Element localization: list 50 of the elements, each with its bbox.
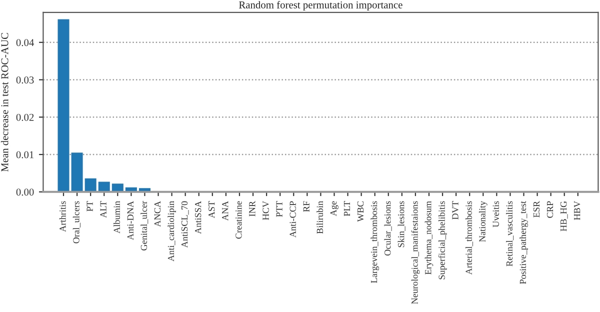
bar (84, 178, 96, 192)
bar (58, 19, 70, 192)
x-tick-label: Anti-DNA (127, 200, 134, 240)
x-tick-label: ALT (100, 201, 106, 218)
x-tick-label: Arterial_thrombosis (465, 201, 473, 275)
x-tick-label: PTT (276, 201, 282, 217)
x-tick-label: Oral_ulcers (72, 201, 80, 244)
y-tick-label: 0.01 (16, 151, 34, 158)
x-tick-label: Arthritis (59, 201, 66, 232)
x-tick-label: AST (208, 201, 215, 218)
x-tick-label: Nationality (478, 200, 488, 242)
x-tick-label: Age (330, 201, 338, 216)
x-tick-label: Largevein_thrombosis (370, 201, 380, 283)
x-tick-label: PLT (344, 201, 350, 216)
x-tick-label: Albumin (113, 201, 120, 234)
y-tick-label: 0.02 (16, 114, 34, 121)
x-tick-label: HCV (262, 201, 269, 220)
x-tick-label: DVT (452, 201, 458, 220)
x-tick-label: RF (303, 201, 310, 212)
x-tick-label: Uveitis (492, 201, 499, 228)
y-tick-label: 0.03 (16, 76, 34, 84)
x-tick-label: PT (86, 201, 93, 212)
x-tick-label: Anti_cardiolipin (168, 201, 176, 262)
x-tick-label: HBV (574, 201, 580, 220)
x-tick-label: ANA (222, 200, 228, 221)
x-tick-label: Bilirubin (316, 201, 323, 234)
y-axis-title: Mean decrease in test ROC-AUC (0, 33, 8, 172)
x-tick-label: HB_HG (560, 201, 568, 232)
x-tick-label: Ocular_lesions (384, 201, 392, 256)
x-tick-label: INR (249, 200, 256, 216)
x-tick-label: Anti-CCP (290, 201, 296, 238)
x-tick-label: Retinal_vasculitis (506, 201, 514, 266)
x-tick-label: Superficial_phelibitis (438, 201, 447, 280)
x-tick-label: AntiSCL_70 (181, 201, 189, 248)
x-tick-label: CRP (546, 201, 554, 218)
x-tick-label: Skin_lesions (398, 201, 406, 248)
x-tick-label: WBC (357, 201, 364, 222)
bar (71, 152, 83, 192)
x-tick-label: AntiSSA (195, 200, 202, 234)
x-tick-label: Erythema_nodosum (424, 201, 434, 274)
bar (112, 184, 124, 192)
x-tick-label: ANCA (154, 200, 161, 227)
y-tick-label: 0.00 (16, 188, 34, 196)
chart-title: Random forest permutation importance (238, 0, 402, 11)
x-tick-label: Genital_ulcer (140, 200, 148, 250)
x-tick-label: ESR (533, 200, 540, 218)
y-tick-label: 0.04 (16, 39, 34, 46)
x-tick-label: Neurological_manifestaions (411, 201, 420, 304)
x-tick-label: Creatinine (236, 201, 242, 239)
x-tick-label: Positive_pathergy_test (520, 200, 528, 284)
